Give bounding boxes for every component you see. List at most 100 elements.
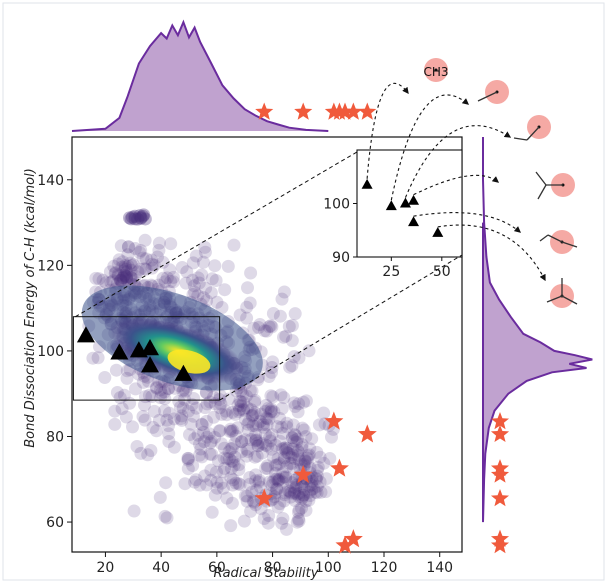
density-point	[186, 409, 200, 423]
top-marginal-line	[71, 19, 329, 132]
density-point	[167, 412, 181, 426]
density-point	[220, 491, 234, 505]
density-point	[284, 450, 298, 464]
density-point	[226, 455, 240, 468]
density-point	[200, 430, 214, 444]
density-point	[121, 240, 135, 254]
density-point	[297, 459, 311, 473]
density-point	[108, 417, 122, 431]
bond-line	[561, 295, 578, 305]
density-point	[280, 460, 294, 474]
density-point	[187, 392, 201, 405]
density-point	[292, 486, 306, 500]
density-point	[234, 395, 248, 409]
inset-triangle-marker	[408, 216, 420, 227]
density-point	[237, 514, 251, 528]
density-point	[189, 249, 203, 263]
density-point	[191, 271, 205, 285]
star-marker	[335, 535, 355, 554]
density-point	[261, 462, 275, 475]
density-point	[116, 271, 130, 285]
density-point	[290, 478, 304, 492]
density-point	[228, 407, 242, 421]
density-cloud	[81, 208, 340, 536]
density-point	[311, 460, 325, 474]
density-point	[231, 421, 245, 435]
density-point	[276, 426, 290, 440]
density-point	[284, 490, 297, 504]
density-point	[240, 449, 254, 463]
bond-line	[535, 171, 547, 186]
density-point	[231, 398, 245, 412]
density-point	[127, 504, 141, 518]
density-point	[150, 381, 164, 395]
star-marker	[357, 424, 377, 443]
density-point	[178, 392, 191, 406]
inset-plot: 25 50 90 100	[323, 149, 463, 280]
density-point	[292, 490, 306, 504]
density-point	[259, 411, 273, 425]
inset-triangle-marker	[408, 194, 420, 205]
dashed-arrow	[404, 125, 512, 198]
density-point	[277, 451, 291, 465]
density-point	[273, 411, 287, 425]
density-point	[288, 494, 302, 507]
density-point	[141, 374, 155, 388]
density-point	[237, 402, 251, 416]
density-point	[131, 212, 145, 226]
density-point	[302, 493, 316, 507]
density-point	[285, 334, 299, 348]
density-point	[179, 276, 193, 290]
density-point	[129, 382, 142, 396]
density-point	[295, 438, 309, 451]
density-point	[186, 459, 200, 472]
density-point	[123, 256, 137, 270]
density-point	[167, 440, 181, 454]
density-point	[244, 433, 258, 446]
density-point	[225, 442, 239, 455]
inset-triangle-marker	[385, 200, 397, 211]
density-point	[228, 450, 242, 464]
density-point	[257, 420, 271, 434]
density-point	[259, 461, 273, 475]
density-point	[285, 457, 299, 471]
density-point	[232, 463, 246, 477]
inset-x-tick-label: 25	[382, 264, 400, 280]
density-point	[203, 395, 217, 409]
density-point	[240, 494, 254, 508]
density-point	[275, 402, 289, 415]
density-point	[273, 434, 287, 448]
density-point	[107, 259, 121, 273]
density-point	[150, 380, 164, 394]
main-plot: 20 40 60 80 100 120 140 60 80 100 120 140	[37, 136, 463, 576]
density-point	[224, 462, 238, 475]
inset-triangle-marker	[361, 178, 373, 189]
density-point	[126, 420, 139, 434]
density-point	[284, 486, 298, 500]
density-point	[193, 437, 206, 451]
right-marginal	[482, 137, 593, 554]
density-point	[325, 430, 338, 444]
density-point	[252, 321, 266, 334]
density-point	[296, 490, 309, 504]
density-point	[195, 450, 209, 464]
density-point	[260, 412, 274, 426]
density-point	[217, 441, 231, 455]
density-point	[249, 428, 263, 441]
density-point	[240, 401, 254, 415]
density-point	[119, 270, 133, 284]
density-point	[124, 270, 138, 284]
density-point	[287, 396, 301, 410]
density-point	[247, 408, 260, 422]
density-point	[249, 498, 263, 512]
density-point	[204, 434, 218, 448]
density-point	[117, 264, 131, 278]
density-point	[261, 516, 275, 530]
density-point	[232, 458, 246, 472]
density-point	[188, 432, 202, 446]
density-point	[249, 433, 263, 447]
density-point	[210, 481, 224, 495]
density-point	[241, 423, 255, 437]
density-point	[260, 324, 274, 338]
density-point	[262, 475, 276, 489]
